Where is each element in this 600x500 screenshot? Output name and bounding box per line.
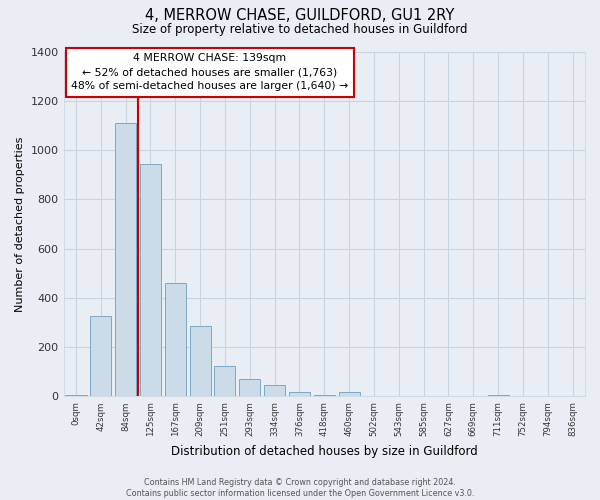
- Text: 4 MERROW CHASE: 139sqm
← 52% of detached houses are smaller (1,763)
48% of semi-: 4 MERROW CHASE: 139sqm ← 52% of detached…: [71, 53, 348, 91]
- Text: 4, MERROW CHASE, GUILDFORD, GU1 2RY: 4, MERROW CHASE, GUILDFORD, GU1 2RY: [145, 8, 455, 22]
- Bar: [65, 395, 86, 396]
- X-axis label: Distribution of detached houses by size in Guildford: Distribution of detached houses by size …: [171, 444, 478, 458]
- Bar: [140, 164, 161, 396]
- Bar: [239, 379, 260, 396]
- Bar: [90, 316, 112, 396]
- Y-axis label: Number of detached properties: Number of detached properties: [15, 136, 25, 312]
- Text: Contains HM Land Registry data © Crown copyright and database right 2024.
Contai: Contains HM Land Registry data © Crown c…: [126, 478, 474, 498]
- Bar: [289, 392, 310, 396]
- Text: Size of property relative to detached houses in Guildford: Size of property relative to detached ho…: [132, 22, 468, 36]
- Bar: [314, 395, 335, 396]
- Bar: [214, 366, 235, 396]
- Bar: [488, 395, 509, 396]
- Bar: [338, 392, 359, 396]
- Bar: [115, 123, 136, 396]
- Bar: [264, 386, 285, 396]
- Bar: [165, 283, 186, 397]
- Bar: [190, 326, 211, 396]
